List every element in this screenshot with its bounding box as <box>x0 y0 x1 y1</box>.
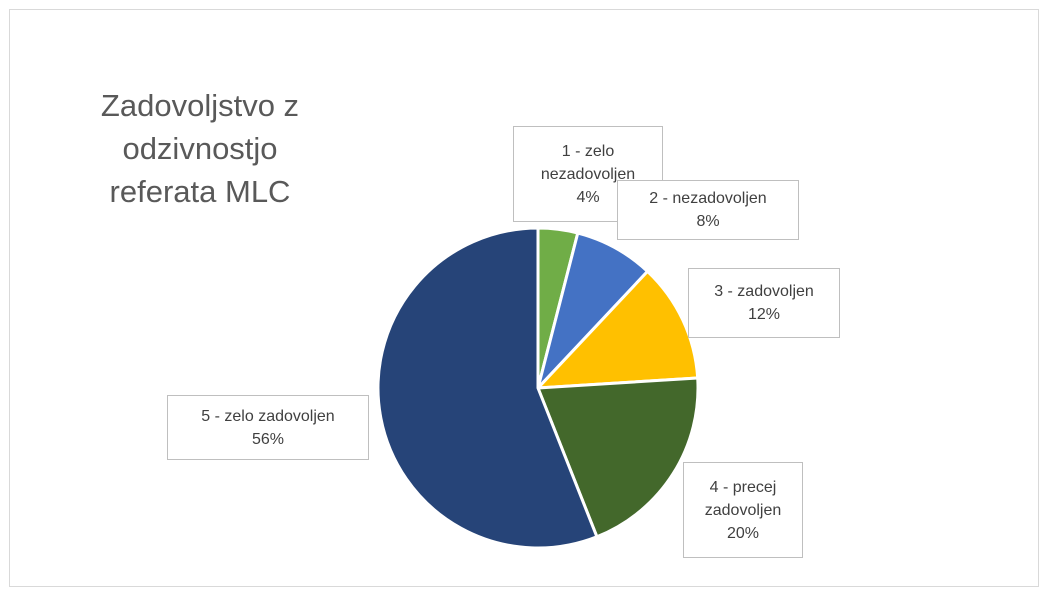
value-label: 8% <box>696 213 720 230</box>
data-callout: 1 - zelo nezadovoljen 4% <box>513 126 663 222</box>
data-callout: 5 - zelo zadovoljen 56% <box>167 395 369 460</box>
value-label: 20% <box>726 524 760 542</box>
chart-title: Zadovoljstvo z odzivnostjo referata MLC <box>100 88 300 209</box>
value-label: 4% <box>576 188 600 206</box>
pie-slice <box>534 269 700 390</box>
category-label: 5 - zelo zadovoljen <box>201 407 335 425</box>
category-label: 3 - zadovoljen <box>714 283 814 300</box>
data-callout: 3 - zadovoljen 12% <box>688 268 840 338</box>
category-label: 2 - nezadovoljen <box>649 190 767 207</box>
category-label: 1 - zelo nezadovoljen <box>540 142 636 183</box>
data-callout: 4 - precej zadovoljen 20% <box>683 462 803 558</box>
value-label: 56% <box>251 430 285 448</box>
value-label: 12% <box>747 306 781 323</box>
category-label: 4 - precej zadovoljen <box>704 478 782 519</box>
chart-border <box>9 9 1039 587</box>
pie-slice <box>535 376 700 539</box>
data-callout: 2 - nezadovoljen 8% <box>617 180 799 240</box>
pie-slice <box>376 226 599 550</box>
